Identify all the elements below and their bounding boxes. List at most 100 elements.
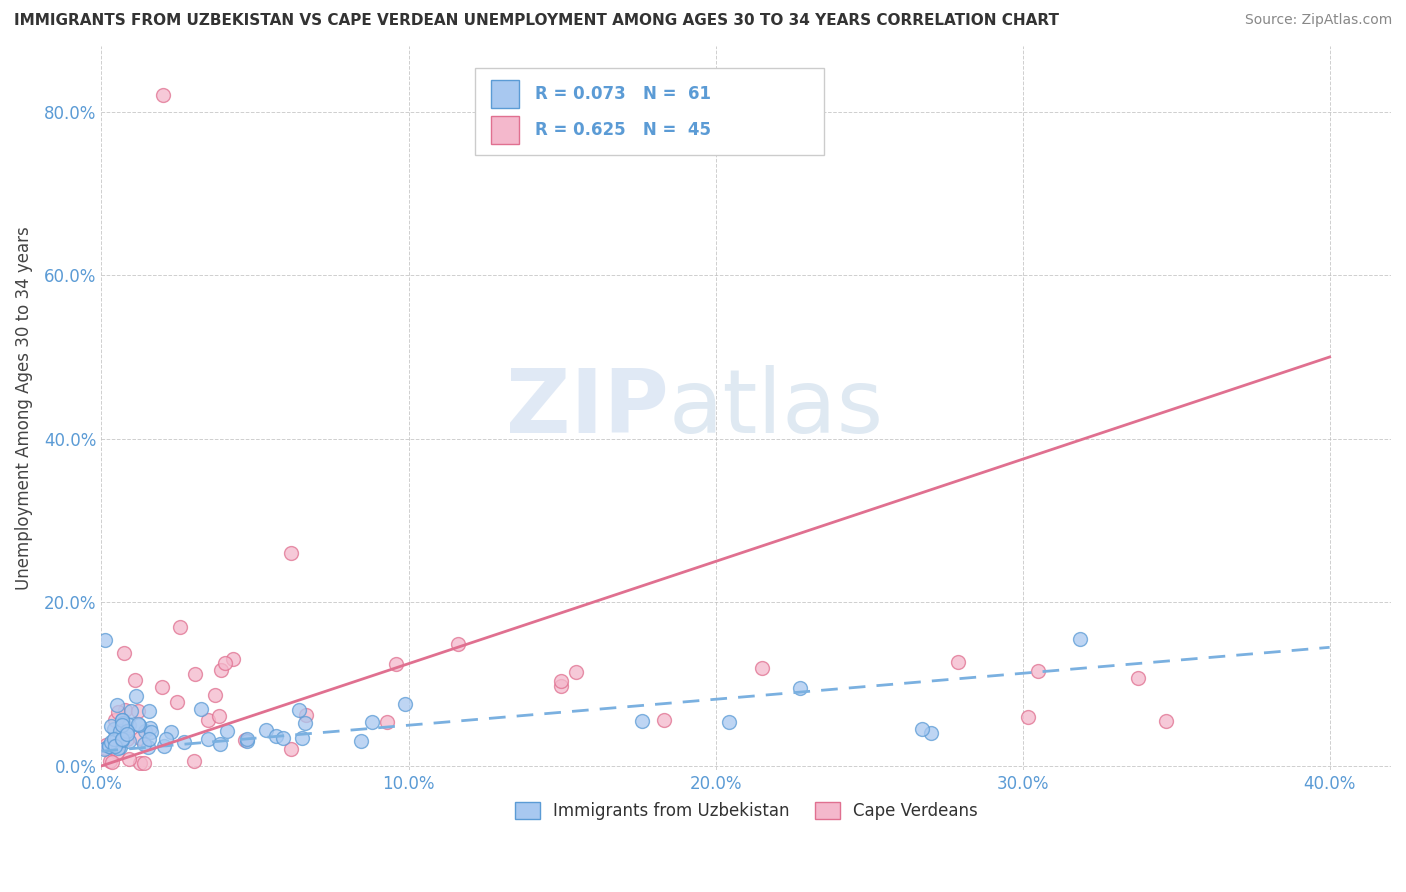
Point [236, 731, 259, 746]
Point [150, 680, 173, 694]
Point [717, 715, 740, 730]
Point [166, 695, 188, 709]
Point [236, 734, 259, 748]
Text: atlas: atlas [669, 365, 884, 451]
Point [97, 739, 120, 753]
Point [111, 715, 134, 730]
Point [107, 746, 129, 760]
Point [111, 733, 134, 747]
Point [100, 735, 122, 749]
Point [138, 704, 160, 718]
Point [114, 702, 136, 716]
Point [1154, 714, 1177, 728]
Point [550, 673, 572, 688]
Point [127, 704, 149, 718]
Point [139, 725, 162, 739]
Point [115, 727, 138, 741]
Point [208, 738, 231, 752]
Point [128, 756, 150, 771]
Point [631, 714, 654, 729]
Text: IMMIGRANTS FROM UZBEKISTAN VS CAPE VERDEAN UNEMPLOYMENT AMONG AGES 30 TO 34 YEAR: IMMIGRANTS FROM UZBEKISTAN VS CAPE VERDE… [14, 13, 1059, 29]
Point [920, 726, 942, 740]
Point [789, 681, 811, 695]
Point [564, 665, 586, 679]
Point [120, 704, 142, 718]
Text: R = 0.625   N =  45: R = 0.625 N = 45 [534, 121, 711, 139]
Point [254, 723, 277, 737]
Point [280, 742, 302, 756]
Point [112, 646, 135, 660]
Point [233, 733, 256, 747]
Point [280, 546, 302, 560]
Point [97, 739, 120, 753]
Point [132, 737, 155, 751]
Point [290, 731, 312, 745]
Point [190, 702, 212, 716]
Point [215, 723, 238, 738]
Point [394, 698, 416, 712]
Point [271, 731, 294, 745]
Point [115, 731, 138, 746]
Point [94, 738, 117, 752]
Point [118, 717, 141, 731]
Legend: Immigrants from Uzbekistan, Cape Verdeans: Immigrants from Uzbekistan, Cape Verdean… [508, 796, 984, 827]
Point [138, 731, 160, 746]
Point [138, 722, 160, 736]
Point [360, 715, 382, 730]
Point [214, 657, 236, 671]
Point [222, 652, 245, 666]
Point [173, 735, 195, 749]
Point [197, 714, 219, 728]
Point [104, 714, 127, 728]
Point [152, 88, 174, 103]
Text: R = 0.073   N =  61: R = 0.073 N = 61 [534, 85, 711, 103]
Point [128, 731, 150, 745]
Y-axis label: Unemployment Among Ages 30 to 34 years: Unemployment Among Ages 30 to 34 years [15, 227, 32, 590]
Point [125, 689, 148, 703]
Point [183, 754, 205, 768]
Point [134, 723, 156, 738]
Point [751, 661, 773, 675]
Point [118, 734, 141, 748]
Point [169, 620, 191, 634]
Point [107, 705, 129, 719]
Point [103, 731, 125, 746]
Point [550, 679, 572, 693]
Point [111, 713, 134, 727]
Point [349, 733, 371, 747]
Point [124, 673, 146, 687]
Point [136, 739, 159, 754]
Point [111, 731, 134, 746]
FancyBboxPatch shape [491, 80, 519, 108]
Point [197, 731, 219, 746]
Point [385, 657, 408, 672]
Point [111, 718, 134, 732]
Point [127, 717, 149, 731]
Point [94, 740, 117, 755]
Point [652, 713, 675, 727]
Point [375, 715, 398, 730]
Point [128, 718, 150, 732]
Point [103, 723, 125, 737]
FancyBboxPatch shape [475, 68, 824, 155]
Point [160, 724, 183, 739]
Point [208, 709, 231, 723]
Point [447, 636, 470, 650]
Point [1069, 632, 1091, 647]
Point [204, 688, 226, 702]
Point [946, 655, 969, 669]
Point [118, 751, 141, 765]
Point [107, 741, 129, 756]
Point [1017, 709, 1039, 723]
Point [155, 732, 177, 747]
Point [94, 632, 117, 647]
Point [100, 719, 122, 733]
Point [93, 742, 115, 756]
FancyBboxPatch shape [491, 117, 519, 144]
Text: ZIP: ZIP [506, 365, 669, 451]
Point [264, 729, 287, 743]
Point [114, 724, 136, 739]
Point [108, 723, 131, 738]
Point [153, 739, 176, 753]
Point [288, 703, 311, 717]
